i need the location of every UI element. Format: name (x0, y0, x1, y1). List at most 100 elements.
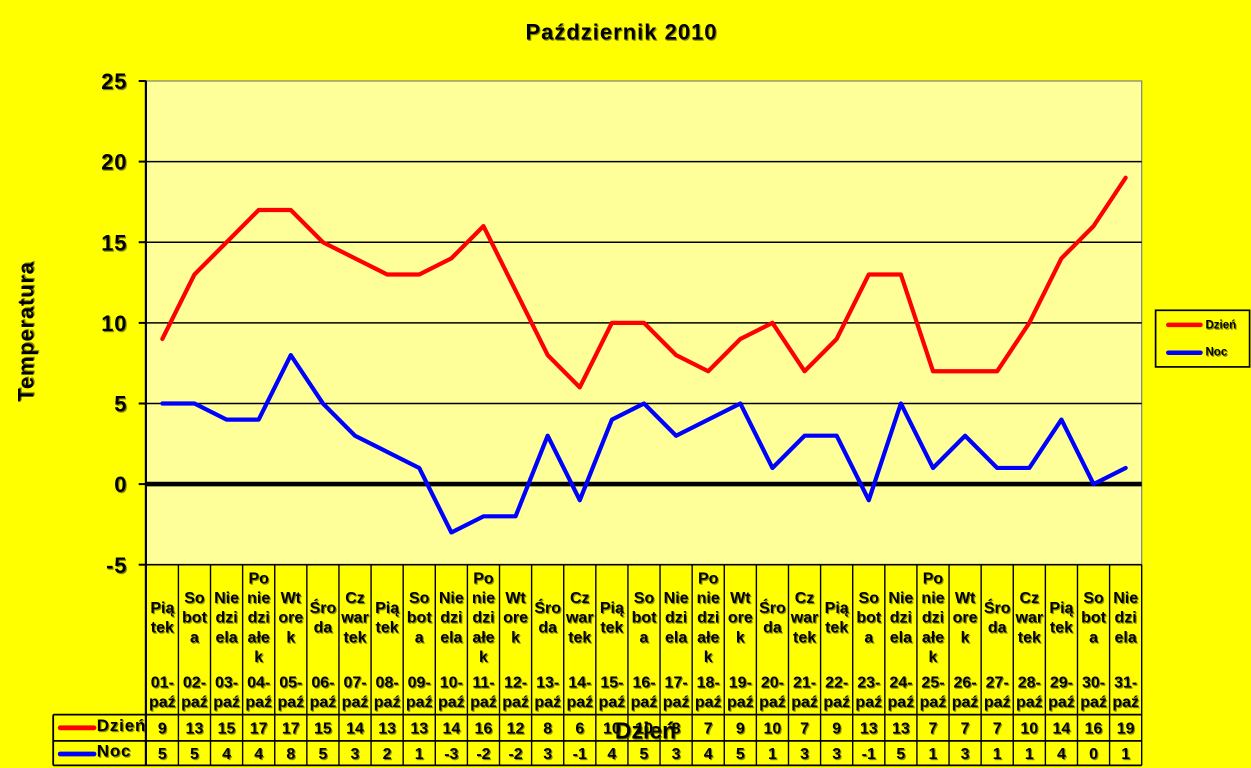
svg-text:14: 14 (442, 721, 460, 738)
svg-text:Dzień: Dzień (615, 717, 676, 743)
svg-text:16-: 16- (632, 675, 655, 692)
svg-text:paź: paź (149, 694, 176, 711)
svg-text:Nie: Nie (439, 590, 464, 607)
svg-text:-5: -5 (106, 553, 127, 578)
svg-text:paź: paź (855, 694, 882, 711)
svg-text:Noc: Noc (1206, 347, 1228, 359)
svg-text:-3: -3 (444, 746, 458, 763)
svg-text:20-: 20- (761, 675, 784, 692)
svg-text:bot: bot (632, 610, 658, 627)
svg-text:10: 10 (764, 721, 782, 738)
svg-text:2: 2 (383, 746, 392, 763)
svg-text:Cz: Cz (345, 590, 365, 607)
svg-text:dzi: dzi (890, 610, 912, 627)
svg-text:8: 8 (543, 721, 552, 738)
svg-text:war: war (565, 610, 594, 627)
svg-text:Wt: Wt (505, 590, 526, 607)
svg-text:4: 4 (704, 746, 713, 763)
svg-text:1: 1 (1121, 746, 1130, 763)
svg-text:ela: ela (665, 629, 687, 646)
svg-text:paź: paź (342, 694, 369, 711)
svg-text:Temperatura: Temperatura (14, 261, 39, 401)
svg-text:17: 17 (250, 721, 268, 738)
svg-text:tek: tek (151, 620, 174, 637)
svg-text:5: 5 (190, 746, 199, 763)
svg-text:k: k (736, 629, 745, 646)
svg-text:7: 7 (800, 721, 809, 738)
svg-text:7: 7 (961, 721, 970, 738)
svg-text:a: a (864, 629, 873, 646)
svg-text:06-: 06- (311, 675, 334, 692)
svg-text:a: a (415, 629, 424, 646)
svg-text:04-: 04- (247, 675, 270, 692)
svg-text:21-: 21- (793, 675, 816, 692)
svg-text:bot: bot (1081, 610, 1107, 627)
svg-text:4: 4 (1057, 746, 1066, 763)
svg-text:paź: paź (1048, 694, 1075, 711)
svg-text:13: 13 (410, 721, 428, 738)
svg-text:tek: tek (376, 620, 399, 637)
svg-text:Po: Po (923, 571, 944, 588)
svg-text:dzi: dzi (472, 610, 494, 627)
svg-text:13: 13 (186, 721, 204, 738)
svg-text:paź: paź (823, 694, 850, 711)
svg-text:12: 12 (507, 721, 525, 738)
svg-text:tek: tek (1018, 629, 1041, 646)
svg-text:paź: paź (181, 694, 208, 711)
svg-text:nie: nie (472, 590, 495, 607)
svg-text:k: k (704, 649, 713, 666)
svg-text:10-: 10- (440, 675, 463, 692)
svg-text:ore: ore (503, 610, 528, 627)
svg-text:Wt: Wt (730, 590, 751, 607)
svg-text:paź: paź (984, 694, 1011, 711)
svg-text:10: 10 (635, 721, 653, 738)
svg-text:ore: ore (728, 610, 753, 627)
svg-text:14-: 14- (568, 675, 591, 692)
svg-text:1: 1 (768, 746, 777, 763)
svg-text:7: 7 (704, 721, 713, 738)
svg-text:17-: 17- (665, 675, 688, 692)
svg-text:ałe: ałe (697, 629, 719, 646)
svg-text:29-: 29- (1050, 675, 1073, 692)
svg-text:a: a (1089, 629, 1098, 646)
svg-text:10: 10 (1020, 721, 1038, 738)
svg-text:paź: paź (213, 694, 240, 711)
svg-text:paź: paź (1080, 694, 1107, 711)
svg-text:9: 9 (736, 721, 745, 738)
svg-text:Pią: Pią (375, 600, 399, 617)
svg-text:da: da (988, 620, 1007, 637)
svg-text:Nie: Nie (1113, 590, 1138, 607)
svg-text:26-: 26- (954, 675, 977, 692)
svg-text:dzi: dzi (1115, 610, 1137, 627)
svg-text:-1: -1 (862, 746, 876, 763)
svg-text:dzi: dzi (215, 610, 237, 627)
svg-text:So: So (1083, 590, 1104, 607)
svg-text:Śro: Śro (534, 598, 561, 617)
svg-text:dzi: dzi (697, 610, 719, 627)
svg-text:5: 5 (736, 746, 745, 763)
svg-text:So: So (184, 590, 205, 607)
svg-text:5: 5 (640, 746, 649, 763)
svg-text:07-: 07- (343, 675, 366, 692)
svg-text:dzi: dzi (665, 610, 687, 627)
svg-text:4: 4 (222, 746, 231, 763)
svg-text:dzi: dzi (922, 610, 944, 627)
svg-text:tek: tek (793, 629, 816, 646)
svg-text:paź: paź (502, 694, 529, 711)
svg-text:Wt: Wt (281, 590, 302, 607)
svg-text:6: 6 (575, 721, 584, 738)
svg-text:15: 15 (101, 230, 127, 255)
svg-text:paź: paź (888, 694, 915, 711)
svg-text:tek: tek (825, 620, 848, 637)
svg-text:k: k (929, 649, 938, 666)
svg-text:nie: nie (247, 590, 270, 607)
svg-text:da: da (314, 620, 333, 637)
svg-text:k: k (961, 629, 970, 646)
svg-text:ela: ela (890, 629, 912, 646)
svg-text:ore: ore (278, 610, 303, 627)
svg-text:paź: paź (406, 694, 433, 711)
svg-text:1: 1 (929, 746, 938, 763)
svg-text:31-: 31- (1114, 675, 1137, 692)
svg-text:Po: Po (248, 571, 269, 588)
svg-text:dzi: dzi (248, 610, 270, 627)
